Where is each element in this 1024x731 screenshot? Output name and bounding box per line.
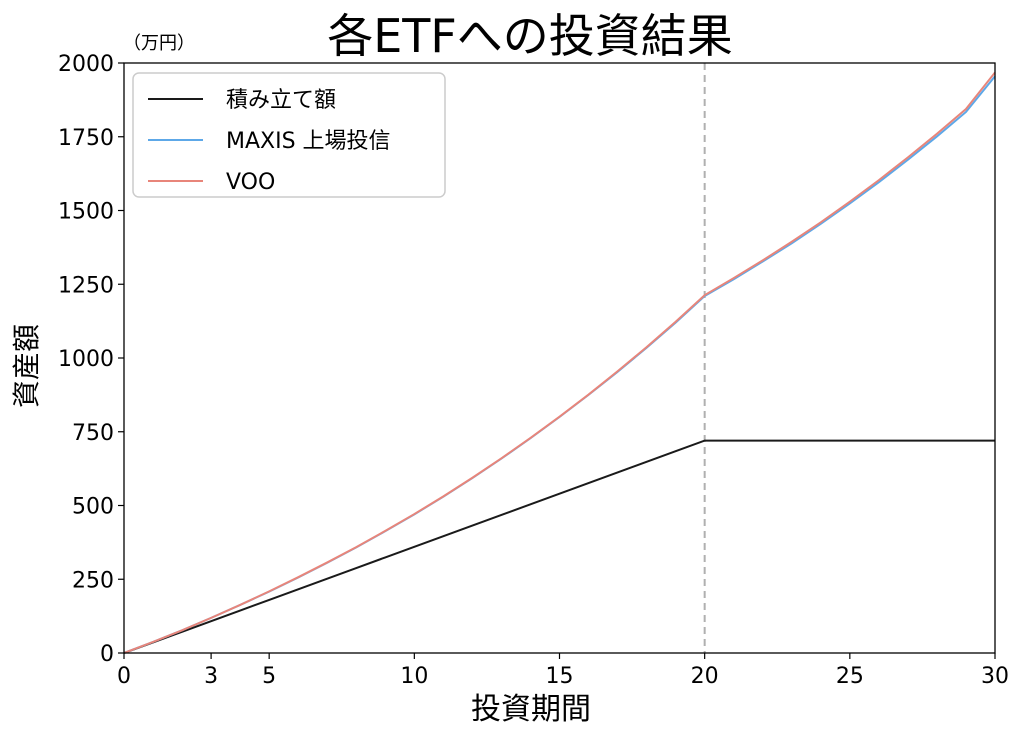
y-tick-label: 500 xyxy=(72,495,114,520)
unit-label: （万円） xyxy=(123,33,195,54)
legend: 積み立て額 MAXIS 上場投信 VOO xyxy=(132,72,446,198)
x-tick-label: 15 xyxy=(546,664,574,689)
y-tick-label: 0 xyxy=(100,642,114,667)
y-tick-label: 750 xyxy=(72,421,114,446)
chart-title: 各ETFへの投資結果 xyxy=(327,9,733,63)
series-line-2 xyxy=(123,71,996,654)
y-tick-label: 2000 xyxy=(58,52,114,77)
x-tick-label: 3 xyxy=(204,664,218,689)
x-tick-label: 20 xyxy=(691,664,719,689)
y-tick-label: 1250 xyxy=(58,273,114,298)
series-layer xyxy=(123,71,996,654)
y-tick-label: 1000 xyxy=(58,347,114,372)
y-tick-label: 250 xyxy=(72,568,114,593)
series-line-0 xyxy=(123,439,995,654)
y-tick-label: 1750 xyxy=(58,126,114,151)
x-axis-label: 投資期間 xyxy=(471,692,591,727)
y-axis-label: 資産額 xyxy=(10,324,43,408)
x-tick-label: 10 xyxy=(400,664,428,689)
legend-label-0: 積み立て額 xyxy=(226,88,336,113)
x-tick-layer: 0 3 5 10 15 20 25 30 xyxy=(117,653,1009,689)
legend-box xyxy=(132,72,446,198)
x-tick-label: 30 xyxy=(981,664,1009,689)
x-tick-label: 5 xyxy=(262,664,276,689)
legend-label-2: VOO xyxy=(226,170,275,195)
y-tick-layer: 0 250 500 750 1000 1250 1500 1750 2000 xyxy=(58,52,124,667)
x-tick-label: 0 xyxy=(117,664,131,689)
x-tick-label: 25 xyxy=(836,664,864,689)
legend-label-1: MAXIS 上場投信 xyxy=(226,129,391,154)
y-tick-label: 1500 xyxy=(58,200,114,225)
